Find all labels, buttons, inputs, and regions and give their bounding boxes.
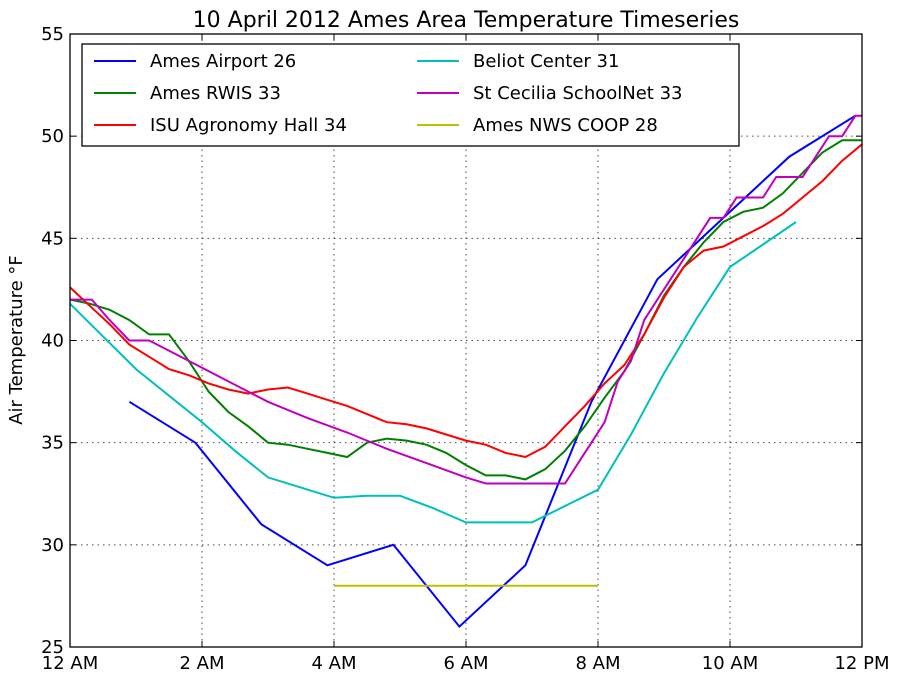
legend-label-ames-rwis-33: Ames RWIS 33: [150, 83, 281, 104]
axis-ticks: 12 AM 2 AM 4 AM 6 AM 8 AM 10 AM 12 PM 25 30 35 40 4…: [41, 24, 889, 674]
series-lines: [69, 114, 863, 629]
y-tick-label: 50: [41, 126, 64, 147]
x-tick-label: 12 AM: [42, 653, 98, 674]
x-tick-label: 4 AM: [311, 653, 356, 674]
x-tick-label: 6 AM: [443, 653, 488, 674]
y-tick-label: 40: [41, 331, 64, 352]
legend-box: [81, 43, 740, 147]
series-line-ames-airport-26: [128, 114, 856, 629]
y-tick-label: 35: [41, 433, 64, 454]
y-tick-label: 45: [41, 228, 64, 249]
legend-label-st-cecilia-schoolnet-33: St Cecilia SchoolNet 33: [473, 83, 682, 104]
series-line-beliot-center-31: [69, 221, 797, 524]
x-tick-label: 10 AM: [702, 653, 758, 674]
series-line-isu-agronomy-hall-34: [69, 143, 863, 459]
x-tick-label: 12 PM: [834, 653, 889, 674]
x-tick-label: 2 AM: [179, 653, 224, 674]
legend: Ames Airport 26 Ames RWIS 33 ISU Agronomy …: [81, 43, 740, 147]
chart-title: 10 April 2012 Ames Area Temperature Time…: [193, 8, 740, 33]
legend-label-ames-nws-coop-28: Ames NWS COOP 28: [473, 115, 658, 136]
legend-label-ames-airport-26: Ames Airport 26: [150, 51, 296, 72]
y-axis-label: Air Temperature °F: [6, 255, 27, 425]
y-tick-label: 55: [41, 24, 64, 45]
grid: [70, 34, 862, 647]
series-line-st-cecilia-schoolnet-33: [70, 114, 862, 485]
y-tick-label: 25: [41, 637, 64, 658]
legend-label-isu-agronomy-hall-34: ISU Agronomy Hall 34: [150, 115, 347, 136]
x-tick-label: 8 AM: [575, 653, 620, 674]
legend-label-beliot-center-31: Beliot Center 31: [473, 51, 619, 72]
y-tick-label: 30: [41, 535, 64, 556]
